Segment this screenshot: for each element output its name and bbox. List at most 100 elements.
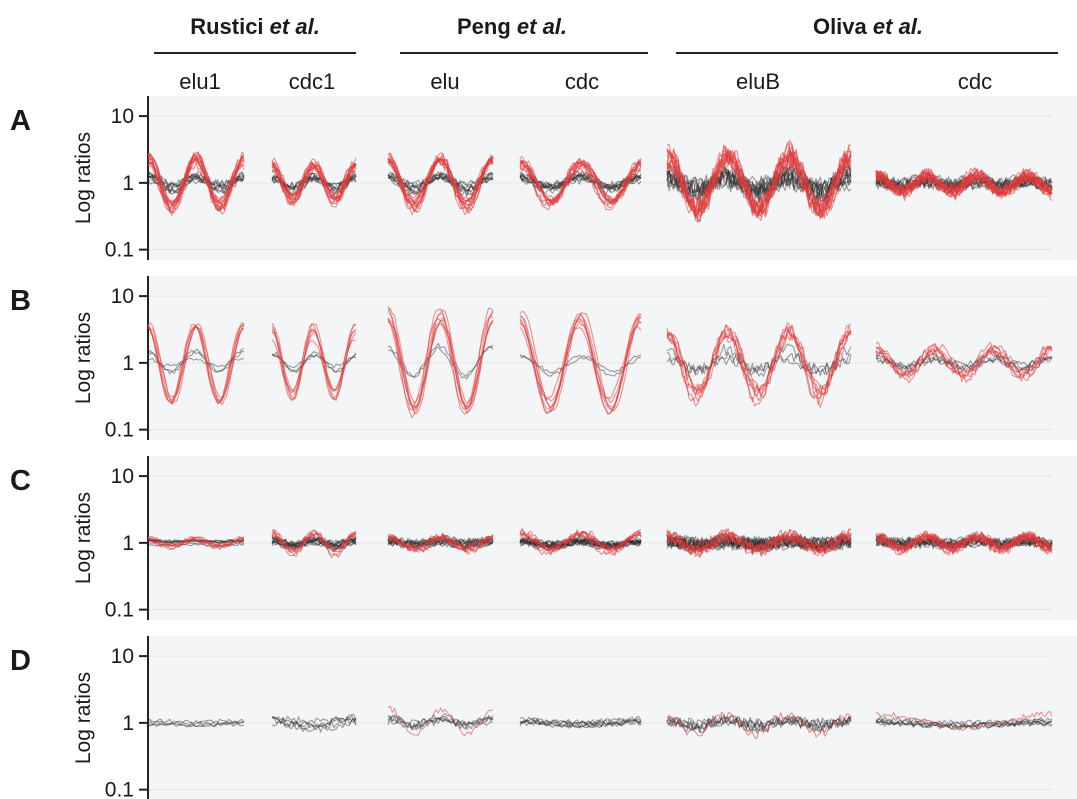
panel-d: 10 1 0.1 D Log ratios: [10, 636, 1077, 799]
trace-background: [666, 714, 852, 729]
trace-background: [271, 353, 357, 369]
trace-highlight: [271, 163, 357, 196]
trace-highlight: [147, 159, 245, 206]
series-elu1: [147, 536, 245, 550]
trace-background: [387, 715, 494, 727]
series-cdc: [875, 530, 1053, 556]
panel-letter: B: [10, 285, 31, 317]
trace-highlight: [519, 164, 642, 205]
series-cdc: [875, 167, 1053, 202]
y-tick-label: 1: [122, 352, 134, 375]
trace-highlight: [271, 328, 357, 402]
panel-letter: A: [10, 105, 31, 137]
trace-background: [666, 716, 852, 729]
panel-letter: D: [10, 645, 31, 677]
trace-background: [147, 720, 245, 726]
trace-background: [519, 718, 642, 729]
trace-highlight: [271, 531, 357, 553]
trace-background: [387, 713, 494, 731]
trace-highlight: [387, 157, 494, 204]
panel-a: 10 1 0.1 A Log ratios: [10, 96, 1077, 262]
trace-background: [875, 356, 1053, 369]
trace-background: [387, 715, 494, 728]
trace-background: [519, 171, 642, 191]
trace-background: [875, 720, 1053, 729]
trace-highlight: [875, 345, 1053, 380]
trace-background: [666, 168, 852, 200]
trace-background: [147, 348, 245, 375]
trace-highlight: [387, 533, 494, 551]
panel-background: [148, 636, 1077, 799]
series-eluB: [666, 139, 852, 223]
y-tick-label: 10: [111, 285, 134, 308]
series-cdc: [519, 310, 642, 415]
condition-label-rustici-elu1: elu1: [179, 69, 221, 94]
series-elu1: [147, 322, 245, 406]
trace-highlight: [387, 533, 494, 551]
trace-highlight: [147, 322, 245, 406]
trace-highlight: [519, 316, 642, 415]
trace-background: [666, 173, 852, 198]
condition-label-peng-cdc: cdc: [565, 69, 599, 94]
trace-highlight: [147, 536, 245, 548]
y-tick-label: 1: [122, 532, 134, 555]
trace-background: [666, 170, 852, 195]
y-tick-label: 0.1: [105, 419, 134, 442]
trace-background: [271, 537, 357, 546]
series-cdc1: [271, 529, 357, 559]
study-title-oliva: Oliva et al.: [813, 14, 923, 39]
trace-background: [875, 717, 1053, 729]
trace-background: [387, 342, 494, 377]
trace-highlight: [271, 339, 356, 394]
trace-background: [519, 177, 642, 190]
condition-label-oliva-elub: eluB: [736, 69, 780, 94]
trace-background: [271, 715, 357, 725]
series-cdc: [875, 341, 1053, 384]
trace-highlight: [875, 172, 1053, 198]
trace-highlight: [271, 529, 357, 554]
trace-background: [875, 535, 1053, 548]
series-cdc1: [271, 713, 357, 733]
y-tick-label: 0.1: [105, 239, 134, 262]
trace-highlight: [387, 319, 494, 410]
condition-label-peng-elu: elu: [430, 69, 459, 94]
trace-background: [666, 164, 852, 205]
trace-highlight: [666, 529, 852, 553]
condition-label-rustici-cdc1: cdc1: [289, 69, 335, 94]
trace-background: [147, 721, 245, 728]
trace-highlight: [666, 322, 852, 408]
trace-highlight: [519, 531, 642, 553]
trace-highlight: [875, 169, 1053, 202]
study-headers: Rustici et al. Peng et al. Oliva et al. …: [154, 14, 1058, 94]
trace-background: [875, 718, 1053, 731]
trace-background: [875, 715, 1053, 725]
trace-background: [519, 355, 642, 374]
trace-background: [271, 713, 357, 728]
trace-highlight: [387, 705, 494, 737]
trace-background: [666, 343, 852, 377]
trace-highlight: [519, 534, 642, 557]
series-cdc: [519, 527, 642, 557]
trace-highlight: [666, 330, 852, 396]
trace-background: [666, 164, 852, 201]
trace-background: [519, 719, 642, 729]
trace-highlight: [666, 329, 852, 399]
trace-highlight: [875, 167, 1053, 197]
trace-highlight: [666, 532, 852, 555]
panels: 10 1 0.1 A Log ratios 10 1 0.1 B Log ratios 10 1 0.1…: [10, 96, 1077, 799]
trace-background: [519, 172, 642, 195]
trace-highlight: [271, 529, 357, 557]
trace-background: [519, 715, 642, 725]
trace-highlight: [666, 153, 852, 217]
series-cdc: [875, 710, 1053, 731]
trace-highlight: [519, 531, 642, 551]
y-tick-label: 10: [111, 645, 134, 668]
trace-highlight: [875, 169, 1053, 197]
series-eluB: [666, 711, 852, 740]
panel-c: 10 1 0.1 C Log ratios: [10, 456, 1077, 622]
y-tick-label: 1: [122, 712, 134, 735]
y-axis-label: Log ratios: [72, 132, 95, 224]
y-tick-label: 10: [111, 465, 134, 488]
series-cdc: [519, 715, 642, 729]
